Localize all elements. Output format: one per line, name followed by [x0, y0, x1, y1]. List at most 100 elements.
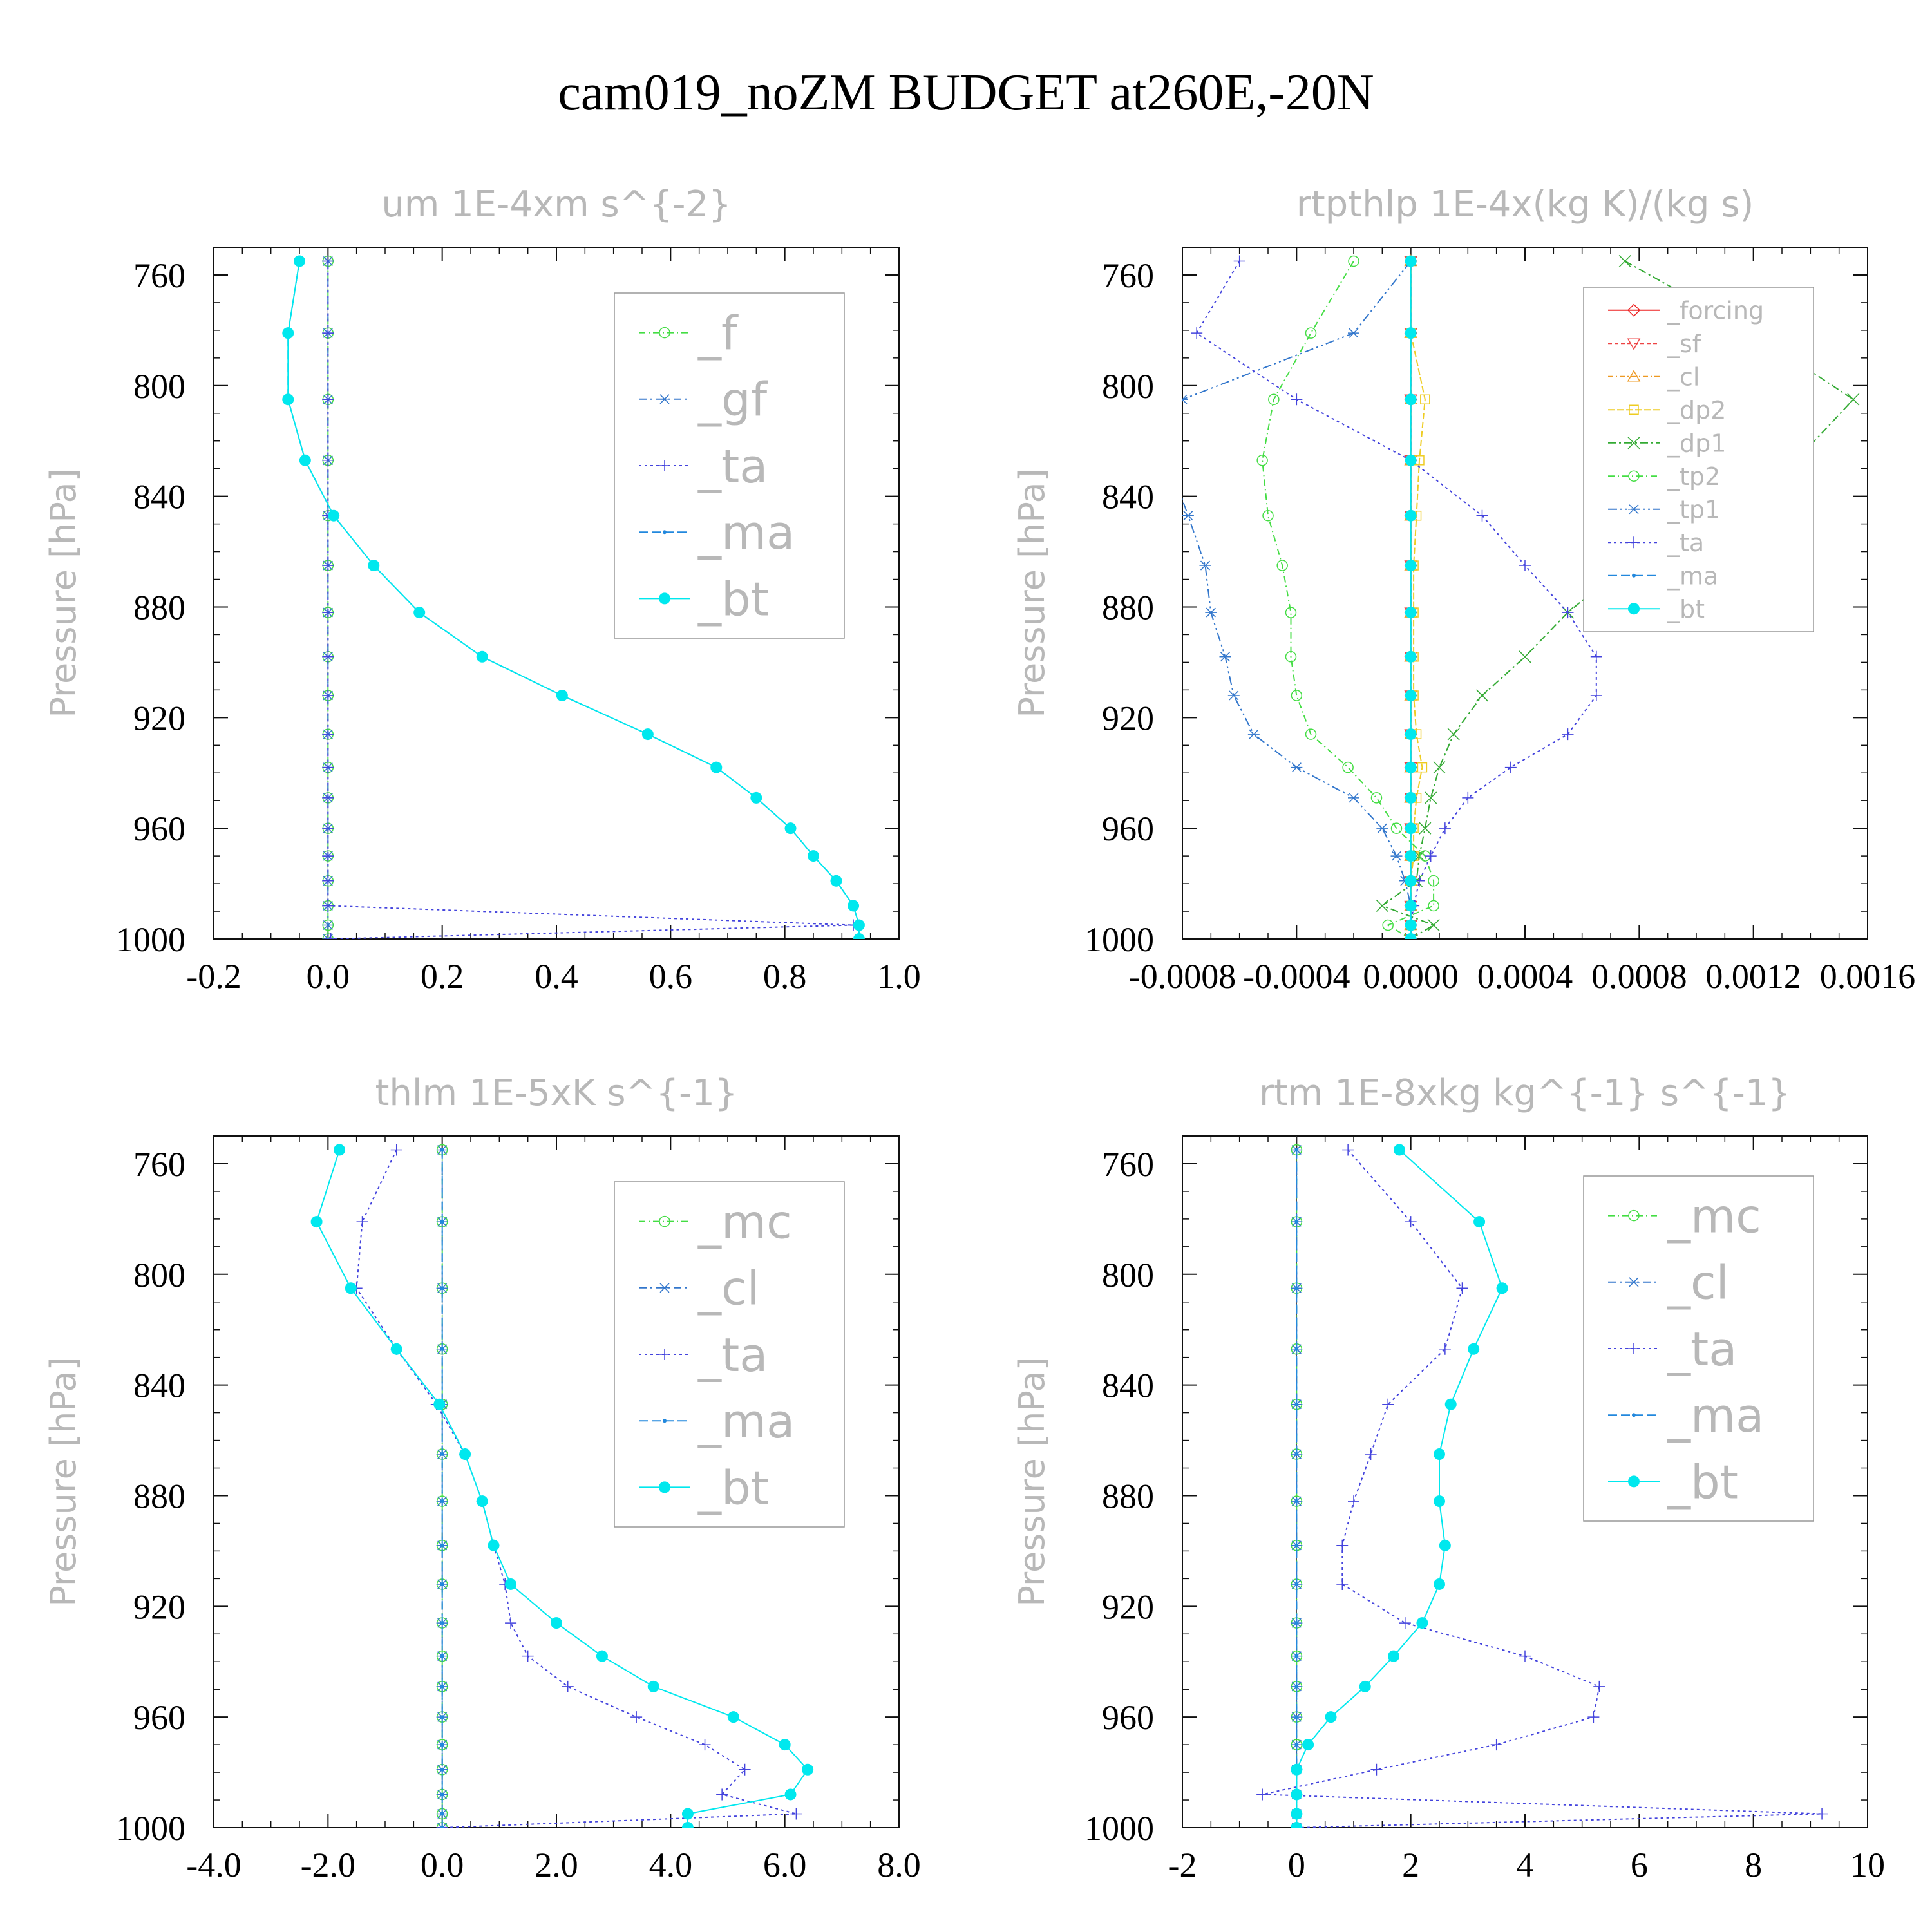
x-tick-label: 0.2: [421, 957, 464, 996]
data-point: [853, 933, 865, 939]
y-tick-label: 960: [1102, 810, 1154, 848]
data-point: [1416, 1617, 1428, 1629]
panel-um: um 1E-4xm s^{-2} Pressure [hPa] -0.2 0.0 0.2…: [43, 184, 921, 996]
data-point: [1405, 822, 1417, 835]
data-point: [322, 850, 334, 862]
y-tick-label: 800: [133, 367, 185, 406]
data-point: [1365, 1448, 1377, 1461]
x-tick-label: -0.2: [186, 957, 241, 996]
data-point: [1359, 1680, 1371, 1692]
data-point: [1370, 792, 1383, 804]
legend-label: _gf: [697, 373, 768, 427]
x-tick-label: -0.0008: [1129, 957, 1236, 996]
data-point: [1294, 1452, 1299, 1457]
series-ta: [1256, 1144, 1828, 1828]
data-point: [1405, 850, 1417, 862]
series-line: [1195, 260, 1597, 939]
data-point: [1302, 1739, 1314, 1751]
data-point: [641, 728, 654, 741]
data-point: [390, 1144, 402, 1156]
x-tick-label: 0.0012: [1705, 957, 1801, 996]
data-point: [630, 1711, 643, 1723]
legend-marker: [1632, 573, 1636, 578]
series-bt: [1291, 1144, 1508, 1828]
legend-label: _ma: [697, 506, 795, 560]
data-point: [1285, 607, 1297, 618]
data-point: [1182, 511, 1194, 521]
data-point: [1291, 1808, 1303, 1820]
y-tick-label: 960: [133, 810, 185, 848]
data-point: [1405, 393, 1417, 406]
data-point: [413, 607, 426, 619]
data-point: [440, 1452, 444, 1457]
data-point: [1405, 728, 1417, 741]
x-tick-label: 0.0004: [1477, 957, 1573, 996]
panel-title: thlm 1E-5xK s^{-1}: [375, 1072, 737, 1114]
data-point: [1294, 1543, 1299, 1548]
legend-label: _bt: [697, 1461, 769, 1515]
data-point: [1376, 899, 1388, 912]
data-point: [322, 791, 334, 804]
x-tick-label: 0.4: [535, 957, 578, 996]
data-point: [440, 1684, 444, 1689]
y-tick-label: 760: [1102, 1145, 1154, 1184]
data-point: [1294, 1286, 1299, 1291]
data-point: [322, 454, 334, 466]
data-point: [488, 1539, 500, 1551]
data-point: [1405, 875, 1417, 887]
data-point: [556, 689, 568, 701]
figure-title: cam019_noZM BUDGET at260E,-20N: [558, 64, 1374, 121]
data-point: [727, 1711, 739, 1723]
data-point: [1388, 1650, 1400, 1662]
legend-marker: [659, 1349, 670, 1360]
data-point: [853, 919, 865, 931]
data-point: [1370, 1763, 1383, 1776]
data-point: [1294, 1743, 1299, 1747]
data-point: [1618, 254, 1631, 268]
legend-marker: [1632, 1413, 1636, 1417]
panel-rtm: rtm 1E-8xkg kg^{-1} s^{-1} Pressure [hPa]…: [1012, 1072, 1885, 1884]
legend-marker: [1627, 370, 1641, 382]
data-point: [1405, 933, 1417, 939]
data-point: [1294, 1347, 1299, 1351]
panel-thlm: thlm 1E-5xK s^{-1} Pressure [hPa] -4.0 -2.0…: [43, 1072, 921, 1884]
legend-label: _ta: [697, 1328, 768, 1382]
data-point: [1593, 1680, 1605, 1692]
y-tick-label: 840: [1102, 478, 1154, 516]
y-tick-label: 1000: [116, 1809, 185, 1848]
data-point: [1475, 689, 1489, 702]
x-tick-label: 6: [1631, 1846, 1648, 1884]
legend-label: _forcing: [1667, 296, 1764, 325]
data-point: [322, 822, 334, 835]
data-point: [750, 791, 762, 804]
data-point: [1847, 393, 1860, 406]
data-point: [1476, 509, 1488, 522]
data-point: [440, 1826, 444, 1828]
data-point: [1405, 650, 1417, 663]
data-point: [1405, 509, 1417, 522]
data-point: [1434, 1578, 1445, 1590]
data-point: [681, 1808, 694, 1820]
data-point: [808, 850, 819, 862]
legend-marker: [663, 1419, 667, 1423]
data-point: [1405, 791, 1417, 804]
data-point: [345, 1282, 357, 1294]
data-point: [647, 1680, 659, 1692]
legend-marker: [1627, 338, 1641, 350]
data-point: [1439, 1539, 1451, 1551]
legend-marker: [1628, 536, 1640, 549]
x-tick-label: 0.8: [763, 957, 807, 996]
legend-label: _bt: [1667, 1455, 1738, 1509]
data-point: [322, 650, 334, 663]
data-point: [1291, 690, 1303, 701]
series-ta: [1191, 255, 1602, 939]
data-point: [1256, 1788, 1269, 1801]
data-point: [1291, 1788, 1303, 1801]
x-tick-label: -4.0: [186, 1846, 241, 1884]
y-tick-label: 880: [133, 588, 185, 627]
data-point: [1291, 762, 1303, 773]
series-bt: [1405, 255, 1417, 939]
data-point: [1191, 327, 1203, 339]
data-point: [1413, 849, 1426, 862]
